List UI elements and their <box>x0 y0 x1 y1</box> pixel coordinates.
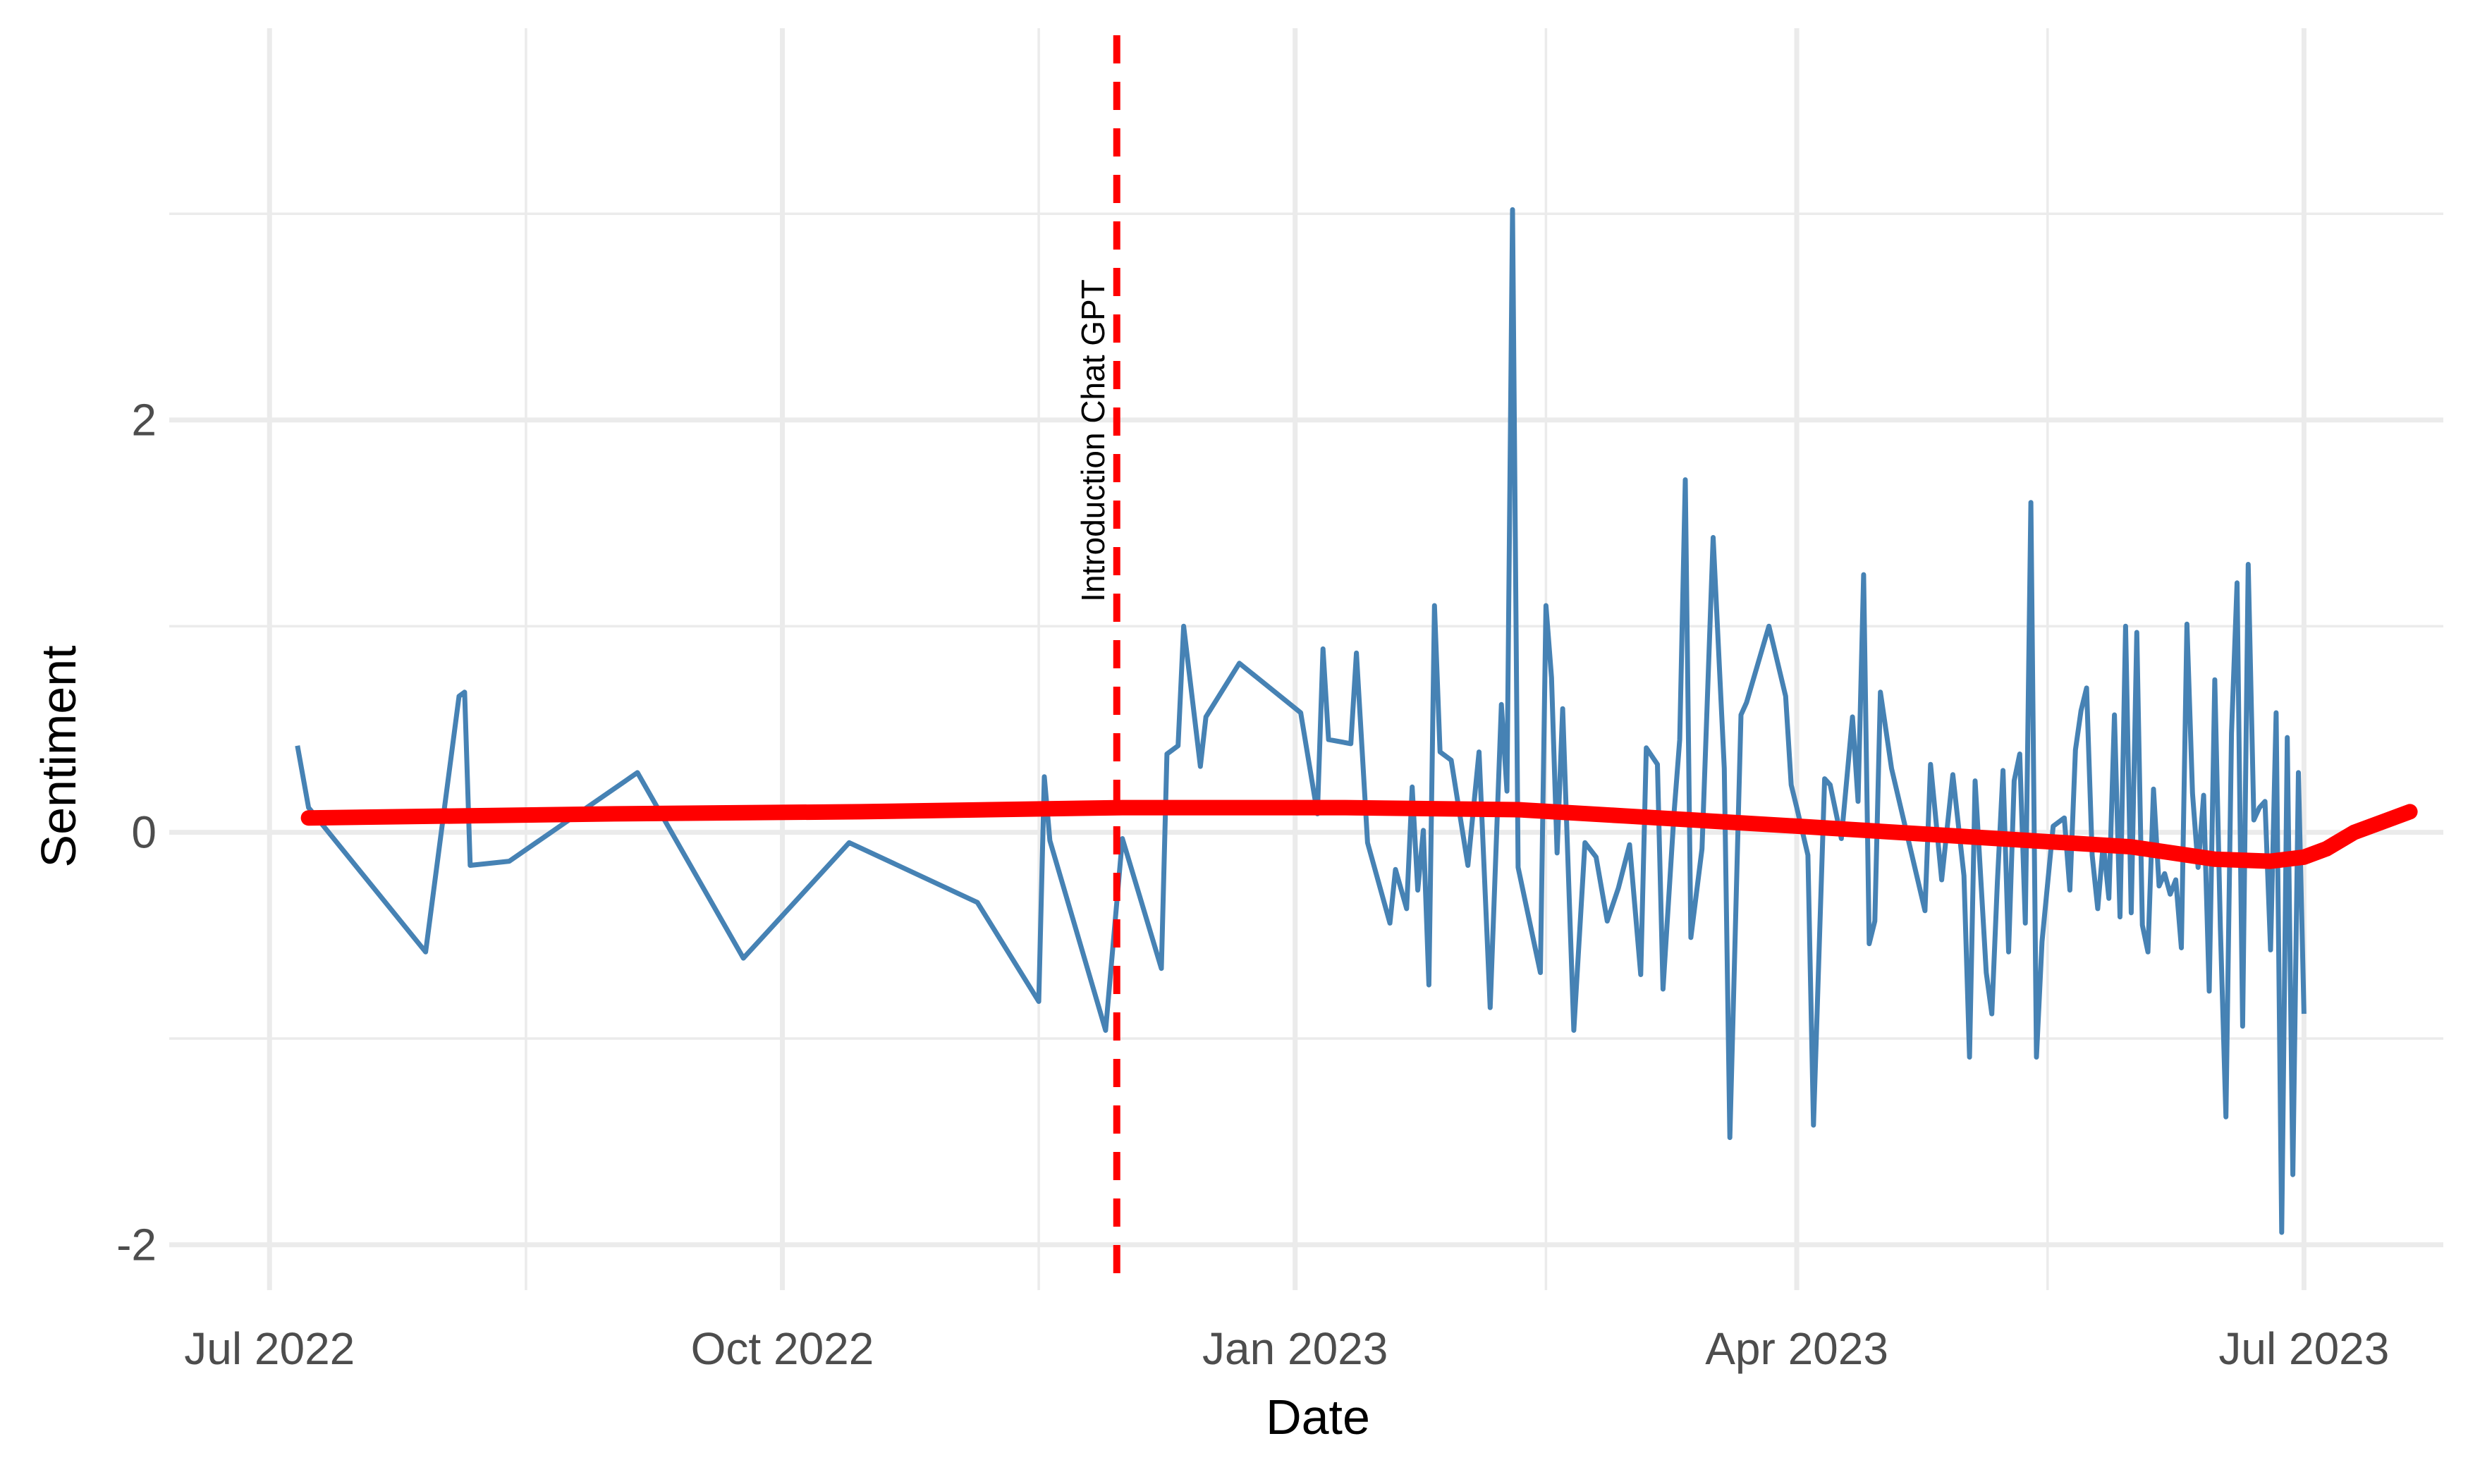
smooth-trend-line <box>300 799 2418 869</box>
y-tick-label: 0 <box>131 807 157 858</box>
y-tick-label: 2 <box>131 395 157 446</box>
annotation-layer: Introduction Chat GPT <box>1075 35 1120 1290</box>
x-tick-label: Oct 2022 <box>691 1323 874 1374</box>
x-tick-label: Apr 2023 <box>1705 1323 1888 1374</box>
x-tick-label: Jan 2023 <box>1202 1323 1388 1374</box>
y-axis-title: Sentiment <box>31 645 86 867</box>
sentiment-series-line <box>295 207 2307 1235</box>
y-tick-label: -2 <box>116 1220 157 1270</box>
chatgpt-intro-label: Introduction Chat GPT <box>1075 279 1111 602</box>
x-tick-label: Jul 2022 <box>184 1323 355 1374</box>
tick-labels: Jul 2022 Oct 2022 Jan 2023 Apr 2023 Jul 2023… <box>116 395 2389 1374</box>
x-tick-label: Jul 2023 <box>2218 1323 2389 1374</box>
x-axis-title: Date <box>1266 1390 1370 1445</box>
series-layer <box>295 207 2418 1235</box>
grid <box>169 28 2443 1290</box>
